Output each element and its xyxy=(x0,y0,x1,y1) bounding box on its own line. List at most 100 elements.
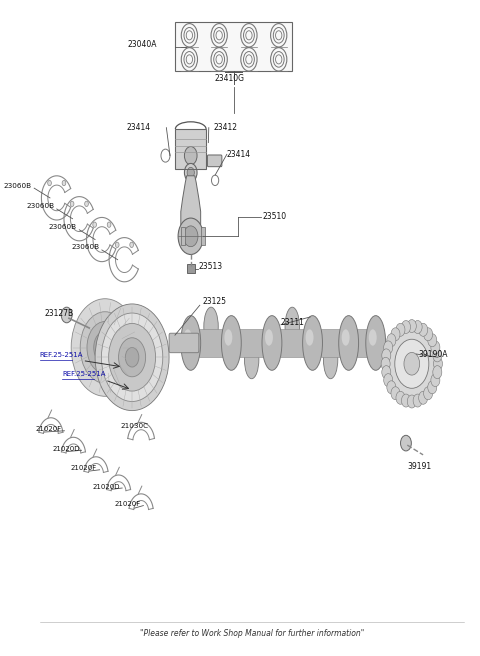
Text: 23060B: 23060B xyxy=(26,203,55,209)
Circle shape xyxy=(70,201,74,207)
Circle shape xyxy=(400,436,411,451)
Circle shape xyxy=(184,146,197,165)
Text: 23414: 23414 xyxy=(126,123,150,132)
Circle shape xyxy=(419,323,428,337)
Bar xyxy=(201,227,205,245)
Ellipse shape xyxy=(184,329,192,346)
Ellipse shape xyxy=(262,316,282,370)
Circle shape xyxy=(125,348,139,367)
Circle shape xyxy=(431,374,440,386)
Circle shape xyxy=(401,394,410,407)
Text: 23060B: 23060B xyxy=(4,182,32,188)
Text: 21030C: 21030C xyxy=(121,422,149,428)
Polygon shape xyxy=(181,176,201,224)
Ellipse shape xyxy=(342,329,349,346)
Circle shape xyxy=(119,338,145,377)
Circle shape xyxy=(61,307,72,323)
Ellipse shape xyxy=(339,316,359,370)
Bar xyxy=(181,227,185,245)
Bar xyxy=(321,329,340,358)
Circle shape xyxy=(413,394,422,407)
Text: 23111: 23111 xyxy=(281,318,305,327)
Text: REF.25-251A: REF.25-251A xyxy=(40,352,83,358)
Text: 23060B: 23060B xyxy=(72,244,100,251)
Circle shape xyxy=(384,341,393,354)
Text: 23125: 23125 xyxy=(202,297,226,306)
Circle shape xyxy=(84,201,88,207)
Text: 39191: 39191 xyxy=(408,462,432,471)
Circle shape xyxy=(94,331,116,364)
Circle shape xyxy=(413,321,422,333)
Text: 23414: 23414 xyxy=(227,150,251,159)
Text: "Please refer to Work Shop Manual for further information": "Please refer to Work Shop Manual for fu… xyxy=(140,629,364,638)
Bar xyxy=(240,329,264,358)
Ellipse shape xyxy=(366,316,385,370)
Circle shape xyxy=(100,340,110,356)
Circle shape xyxy=(433,349,442,362)
Ellipse shape xyxy=(244,340,259,379)
Bar xyxy=(357,329,368,358)
Ellipse shape xyxy=(224,329,232,346)
Bar xyxy=(187,264,195,274)
Text: 23412: 23412 xyxy=(213,123,237,132)
Bar xyxy=(280,329,304,358)
Text: 23127B: 23127B xyxy=(44,309,73,318)
Text: 23410G: 23410G xyxy=(214,74,244,83)
Circle shape xyxy=(48,180,51,186)
Circle shape xyxy=(396,391,405,404)
Text: 23060B: 23060B xyxy=(49,224,77,230)
Text: 39190A: 39190A xyxy=(419,350,448,359)
Circle shape xyxy=(428,380,437,394)
Text: 21020D: 21020D xyxy=(93,483,120,490)
Circle shape xyxy=(80,312,130,383)
Ellipse shape xyxy=(285,307,300,346)
Text: 23513: 23513 xyxy=(198,262,223,272)
Circle shape xyxy=(93,222,96,228)
Bar xyxy=(175,129,206,169)
Circle shape xyxy=(433,365,442,379)
Circle shape xyxy=(130,242,133,247)
Circle shape xyxy=(382,365,391,379)
Circle shape xyxy=(424,387,432,400)
Circle shape xyxy=(391,328,400,340)
Circle shape xyxy=(396,323,405,337)
FancyBboxPatch shape xyxy=(207,155,222,167)
Circle shape xyxy=(101,313,163,401)
Text: 21020F: 21020F xyxy=(114,501,140,507)
Ellipse shape xyxy=(265,329,273,346)
Text: REF.25-251A: REF.25-251A xyxy=(62,371,106,377)
Bar xyxy=(199,329,223,358)
Circle shape xyxy=(95,304,169,411)
Text: 23510: 23510 xyxy=(263,213,287,221)
Circle shape xyxy=(108,323,156,391)
Circle shape xyxy=(62,180,66,186)
Circle shape xyxy=(431,341,440,354)
Circle shape xyxy=(424,328,432,340)
Text: 23040A: 23040A xyxy=(127,40,157,49)
Circle shape xyxy=(387,334,396,347)
Text: 21020D: 21020D xyxy=(52,446,80,452)
Circle shape xyxy=(184,163,197,182)
Circle shape xyxy=(395,339,429,388)
Circle shape xyxy=(408,319,416,333)
Ellipse shape xyxy=(181,316,201,370)
Text: 21020F: 21020F xyxy=(70,466,96,472)
FancyBboxPatch shape xyxy=(169,333,199,353)
Circle shape xyxy=(428,334,437,347)
Circle shape xyxy=(71,298,139,396)
Circle shape xyxy=(107,222,111,228)
Circle shape xyxy=(387,380,396,394)
Circle shape xyxy=(408,395,416,408)
Circle shape xyxy=(419,391,428,404)
Ellipse shape xyxy=(369,329,377,346)
Circle shape xyxy=(404,352,420,375)
Circle shape xyxy=(381,358,390,370)
Circle shape xyxy=(115,242,119,247)
Circle shape xyxy=(385,326,438,401)
Ellipse shape xyxy=(302,316,323,370)
Circle shape xyxy=(384,374,393,386)
Ellipse shape xyxy=(221,316,241,370)
Circle shape xyxy=(87,321,123,373)
Circle shape xyxy=(391,387,400,400)
Bar xyxy=(175,22,292,71)
